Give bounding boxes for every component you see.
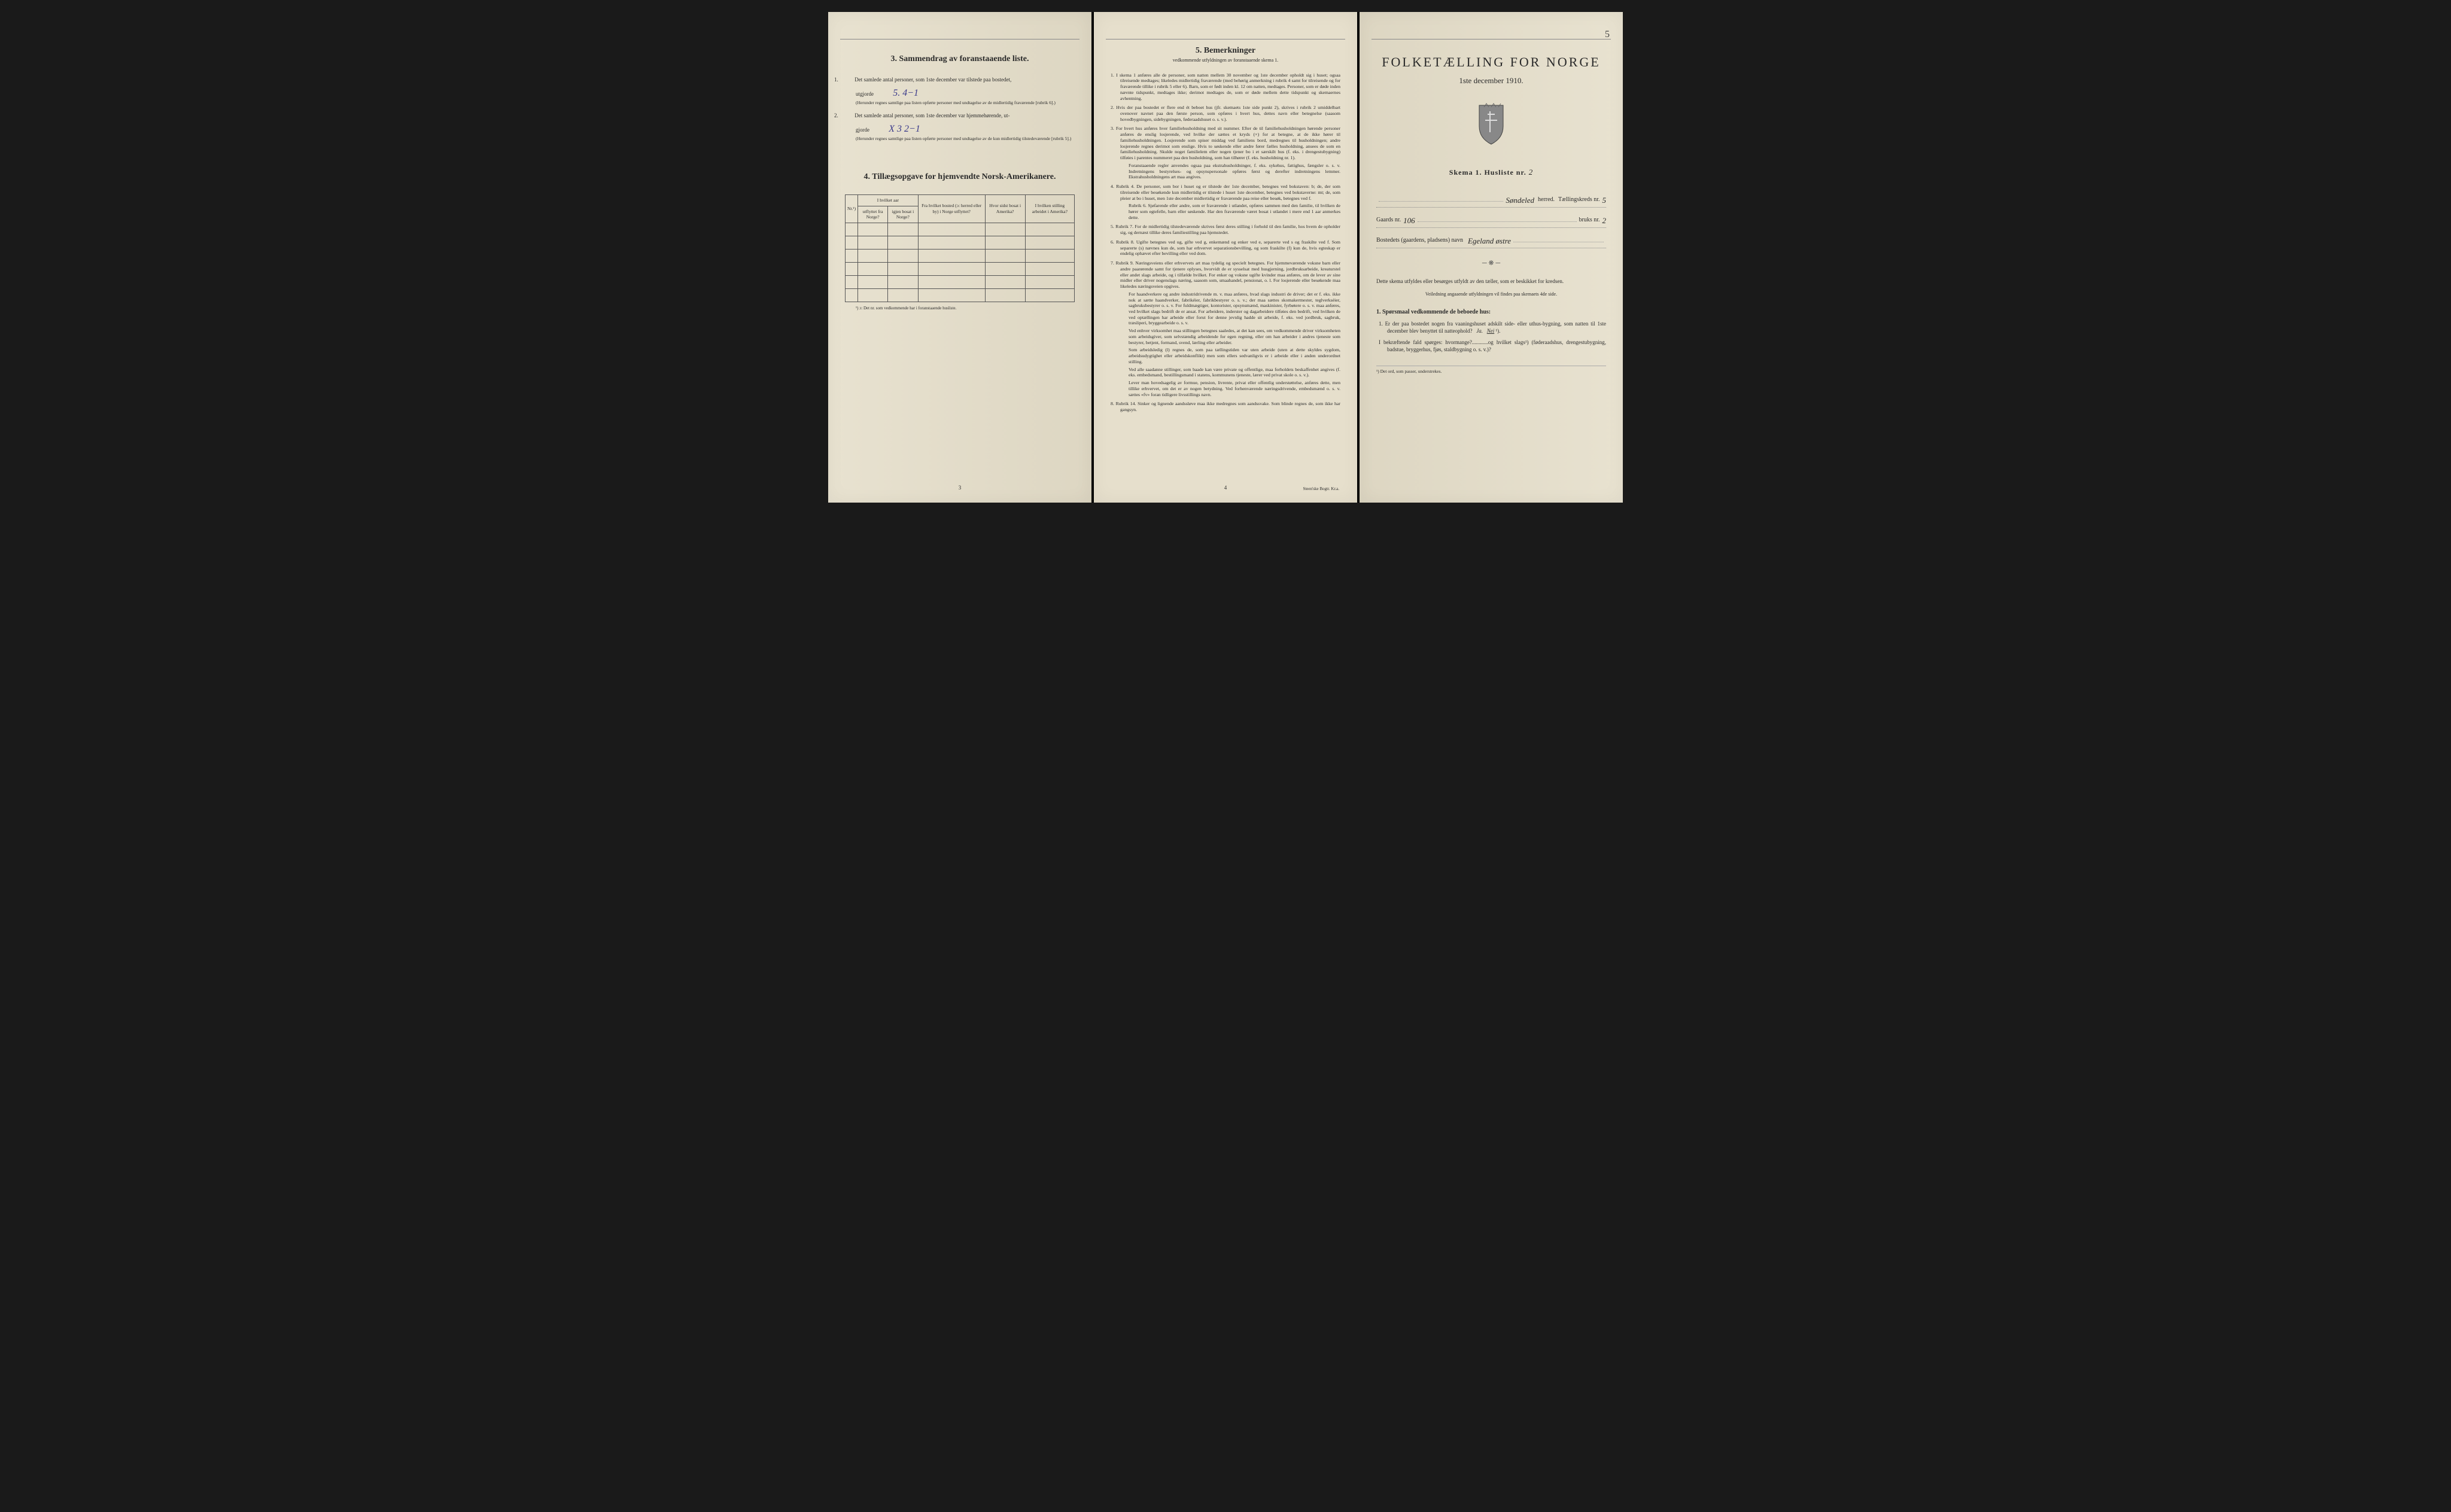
section5-subtitle: vedkommende utfyldningen av foranstaaend… xyxy=(1111,57,1340,63)
bosted-line: Bostedets (gaardens, pladsens) navn Egel… xyxy=(1376,236,1606,248)
census-date: 1ste december 1910. xyxy=(1376,76,1606,86)
gaards-nr: 106 xyxy=(1403,216,1415,226)
page-3: 3. Sammendrag av foranstaaende liste. 1.… xyxy=(828,12,1091,503)
remark-item: 4. Rubrik 4. De personer, som bor i huse… xyxy=(1111,184,1340,220)
corner-handwritten: 5 xyxy=(1605,29,1610,41)
col-year: I hvilket aar xyxy=(858,194,919,206)
bruks-nr: 2 xyxy=(1602,216,1607,226)
question-1: 1. Er der paa bostedet nogen fra vaaning… xyxy=(1387,321,1606,334)
printer-mark: Steen'ske Bogtr. Kr.a. xyxy=(1303,486,1339,492)
table-row xyxy=(846,223,1075,236)
table-footnote: ¹) ɔ: Det nr. som vedkommende har i fora… xyxy=(845,306,1075,311)
section4-title: 4. Tillægsopgave for hjemvendte Norsk-Am… xyxy=(845,172,1075,182)
remark-item: 3. For hvert hus anføres hver familiehus… xyxy=(1111,126,1340,180)
question-heading: 1. Spørsmaal vedkommende de beboede hus: xyxy=(1376,308,1606,316)
page-1-cover: 5 FOLKETÆLLING FOR NORGE 1ste december 1… xyxy=(1360,12,1623,503)
col-america: Hvor sidst bosat i Amerika? xyxy=(985,194,1025,223)
table-row xyxy=(846,263,1075,276)
remarks-list: 1. I skema 1 anføres alle de personer, s… xyxy=(1111,72,1340,413)
tilstede-count: 5. 4−1 xyxy=(875,88,919,98)
page-number: 3 xyxy=(959,485,962,492)
norsk-amerikanere-table: Nr.¹) I hvilket aar Fra hvilket bosted (… xyxy=(845,194,1075,302)
page-number: 4 xyxy=(1224,485,1227,492)
kreds-nr: 5 xyxy=(1602,196,1607,206)
coat-of-arms-icon xyxy=(1376,102,1606,150)
question-section: 1. Spørsmaal vedkommende de beboede hus:… xyxy=(1376,308,1606,354)
page-4: 5. Bemerkninger vedkommende utfyldningen… xyxy=(1094,12,1357,503)
nei-answer: Nei xyxy=(1487,328,1495,334)
section5-title: 5. Bemerkninger xyxy=(1111,45,1340,56)
herred-value: Søndeled xyxy=(1506,196,1534,206)
footnote: ¹) Det ord, som passer, understrekes. xyxy=(1376,366,1606,375)
ornament-divider: ─ ❋ ─ xyxy=(1376,259,1606,267)
husliste-nr: 2 xyxy=(1529,168,1534,177)
skema-line: Skema 1. Husliste nr. 2 xyxy=(1376,168,1606,178)
table-body xyxy=(846,223,1075,302)
remark-item: 1. I skema 1 anføres alle de personer, s… xyxy=(1111,72,1340,102)
col-occupation: I hvilken stilling arbeidet i Amerika? xyxy=(1025,194,1074,223)
table-row xyxy=(846,289,1075,302)
remark-item: 6. Rubrik 8. Ugifte betegnes ved ug, gif… xyxy=(1111,239,1340,257)
summary-item-2: 2. Det samlede antal personer, som 1ste … xyxy=(845,112,1075,141)
table-row xyxy=(846,236,1075,250)
gaards-line: Gaards nr. 106 bruks nr. 2 xyxy=(1376,216,1606,228)
hjemmehorende-count: X 3 2−1 xyxy=(871,124,920,134)
col-from: Fra hvilket bosted (ɔ: herred eller by) … xyxy=(918,194,985,223)
summary-item-1: 1. Det samlede antal personer, som 1ste … xyxy=(845,77,1075,105)
table-row xyxy=(846,276,1075,289)
question-2: I bekræftende fald spørges: hvormange?..… xyxy=(1387,339,1606,353)
instruction-ref: Veiledning angaaende utfyldningen vil fi… xyxy=(1376,291,1606,297)
bosted-value: Egeland østre xyxy=(1468,236,1511,247)
col-nr: Nr.¹) xyxy=(846,194,858,223)
herred-line: Søndeled herred. Tællingskreds nr. 5 xyxy=(1376,196,1606,208)
document-tri-fold: 3. Sammendrag av foranstaaende liste. 1.… xyxy=(828,12,1623,503)
instruction-main: Dette skema utfyldes eller besørges utfy… xyxy=(1376,278,1606,285)
table-row xyxy=(846,250,1075,263)
remark-item: 7. Rubrik 9. Næringsveiens eller erhverv… xyxy=(1111,260,1340,397)
main-title: FOLKETÆLLING FOR NORGE xyxy=(1376,54,1606,71)
remark-item: 2. Hvis der paa bostedet er flere end ét… xyxy=(1111,105,1340,122)
section3-title: 3. Sammendrag av foranstaaende liste. xyxy=(845,54,1075,65)
remark-item: 5. Rubrik 7. For de midlertidig tilstede… xyxy=(1111,224,1340,235)
remark-item: 8. Rubrik 14. Sinker og lignende aandssl… xyxy=(1111,401,1340,412)
